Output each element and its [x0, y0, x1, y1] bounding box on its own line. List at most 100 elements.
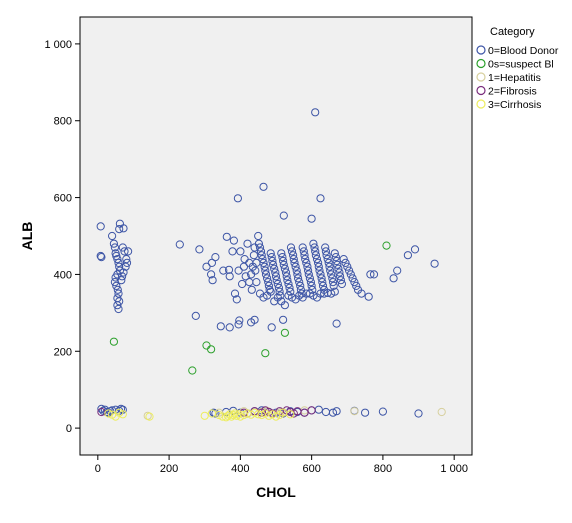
data-point: [361, 408, 370, 417]
data-point: [277, 249, 286, 258]
data-point: [96, 222, 105, 231]
y-axis-label: ALB: [19, 222, 35, 251]
data-point: [333, 260, 342, 269]
data-point: [327, 270, 336, 279]
y-tick-label: 400: [54, 269, 72, 281]
data-point: [202, 262, 211, 271]
data-point: [271, 268, 280, 277]
data-point: [124, 247, 133, 256]
data-point: [337, 279, 346, 289]
data-point: [307, 214, 316, 223]
data-point: [310, 243, 319, 252]
data-point: [256, 247, 266, 256]
data-point: [280, 264, 289, 273]
data-point: [298, 243, 307, 252]
data-point: [122, 258, 132, 267]
data-point: [346, 270, 355, 279]
data-point: [316, 194, 325, 203]
data-point: [335, 268, 344, 277]
legend: Category 0=Blood Donor 0s=suspect Bl1=Hep…: [476, 26, 559, 111]
data-point: [250, 315, 259, 324]
x-axis-label: CHOL: [256, 484, 296, 500]
data-point: [282, 272, 291, 281]
data-point: [280, 301, 289, 310]
data-point: [211, 253, 220, 262]
data-point: [118, 272, 127, 281]
data-point: [311, 247, 320, 256]
data-point: [307, 406, 316, 415]
x-tick-label: 400: [231, 463, 249, 475]
data-point: [332, 319, 341, 328]
data-point: [224, 265, 234, 274]
data-point: [216, 322, 225, 331]
data-point: [410, 245, 420, 254]
data-point: [245, 278, 254, 287]
data-point: [290, 258, 299, 267]
x-tick-label: 200: [160, 463, 178, 475]
data-point: [331, 253, 340, 262]
data-point: [296, 281, 305, 290]
data-point: [302, 258, 311, 267]
data-point: [279, 211, 288, 220]
data-point: [175, 240, 184, 249]
data-point: [324, 258, 333, 267]
data-point: [247, 285, 256, 294]
data-point: [281, 268, 291, 277]
data-point: [235, 316, 244, 325]
data-point: [357, 289, 366, 298]
data-point: [304, 266, 313, 275]
data-point: [289, 251, 298, 260]
data-point: [276, 291, 285, 300]
data-point: [200, 411, 209, 420]
data-point: [114, 258, 123, 267]
data-point: [334, 264, 343, 273]
data-point: [314, 262, 323, 271]
data-point: [286, 410, 295, 419]
data-point: [378, 407, 387, 416]
data-point: [317, 274, 326, 283]
data-point: [254, 231, 263, 241]
data-point: [316, 270, 325, 279]
legend-marker: [476, 85, 486, 96]
data-point: [314, 258, 323, 267]
data-point: [264, 278, 273, 287]
data-point: [299, 247, 308, 256]
axes: 0 200 400 600 800 1 000 0 200 400 600 800 1 000: [44, 39, 467, 475]
data-point: [293, 270, 302, 279]
x-tick-label: 600: [302, 463, 320, 475]
x-tick-label: 0: [95, 463, 101, 475]
data-point: [233, 194, 242, 203]
data-point: [318, 278, 327, 287]
data-point: [403, 251, 412, 260]
data-point: [303, 262, 312, 271]
data-point: [266, 287, 275, 296]
data-point: [258, 255, 267, 264]
data-point: [341, 258, 350, 267]
data-point: [120, 247, 129, 256]
data-point: [269, 260, 278, 269]
data-point: [287, 247, 297, 256]
data-point: [318, 281, 328, 290]
data-point: [315, 266, 324, 275]
data-point: [218, 412, 227, 421]
data-point: [188, 366, 197, 375]
data-point: [280, 328, 289, 337]
data-point: [311, 251, 320, 260]
legend-label: 0=Blood Donor: [488, 45, 559, 57]
data-point: [268, 256, 277, 266]
data-point: [305, 274, 314, 283]
data-point: [329, 281, 338, 290]
data-point: [223, 411, 232, 420]
x-tick-label: 1 000: [440, 463, 468, 475]
data-point: [286, 287, 295, 296]
data-point: [118, 410, 127, 419]
legend-items: 0=Blood Donor 0s=suspect Bl1=Hepatitis 2=F…: [476, 45, 559, 111]
data-point: [207, 270, 216, 279]
data-point: [109, 337, 119, 346]
data-point: [366, 270, 375, 279]
data-point: [113, 255, 122, 264]
data-point: [234, 266, 243, 275]
data-point: [104, 409, 113, 418]
